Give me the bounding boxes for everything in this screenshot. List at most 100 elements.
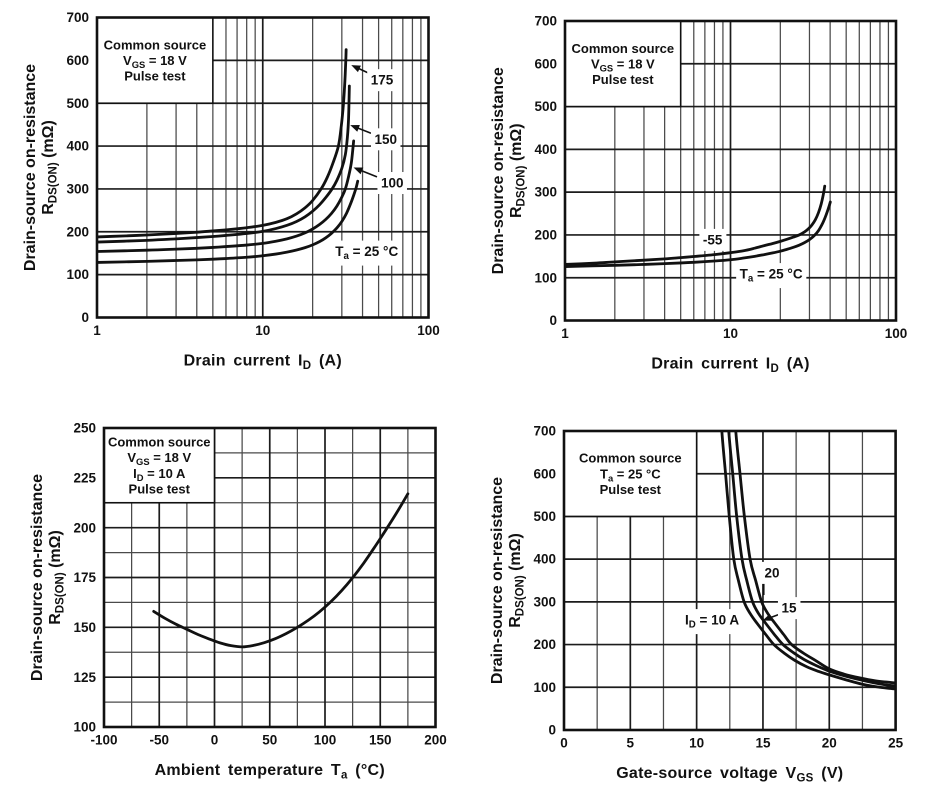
legend-line: Ta = 25 °C xyxy=(600,466,661,483)
legend-line: Common source xyxy=(108,435,211,450)
legend-line: Common source xyxy=(579,451,682,466)
y-axis-title-line2: RDS(ON) (mΩ) xyxy=(508,123,528,218)
x-tick-label: 10 xyxy=(723,326,738,341)
x-tick-label: 100 xyxy=(885,326,908,341)
curve-label: 100 xyxy=(381,176,404,191)
x-tick-label: 10 xyxy=(255,323,270,338)
grid xyxy=(97,17,429,318)
y-tick-label: 0 xyxy=(548,723,556,738)
y-tick-label: 0 xyxy=(81,310,89,325)
curve-label: 20 xyxy=(764,565,779,580)
curve-label: 175 xyxy=(371,73,394,88)
y-tick-label: 0 xyxy=(549,313,557,328)
y-tick-label: 100 xyxy=(533,680,556,695)
legend-line: Pulse test xyxy=(129,482,191,497)
y-tick-label: 600 xyxy=(66,53,89,68)
y-tick-label: 500 xyxy=(534,99,557,114)
y-tick-label: 400 xyxy=(66,139,89,154)
y-axis-title-line1: Drain-source on-resistance xyxy=(490,67,507,274)
y-tick-label: 300 xyxy=(66,182,89,197)
x-tick-label: 100 xyxy=(314,733,337,748)
legend-box xyxy=(563,430,698,518)
plot-frame xyxy=(562,429,897,732)
label-mask xyxy=(331,240,402,266)
x-tick-label: -50 xyxy=(149,733,169,748)
curve-label: Ta = 25 °C xyxy=(335,244,398,262)
series-curves xyxy=(720,431,896,691)
x-tick-label: 100 xyxy=(417,323,440,338)
label-mask xyxy=(377,172,407,195)
y-tick-label: 500 xyxy=(533,509,556,524)
y-axis-title-line2: RDS(ON) (mΩ) xyxy=(507,533,527,628)
x-tick-label: -100 xyxy=(90,733,117,748)
legend-line: ID = 10 A xyxy=(133,466,186,483)
x-tick-label: 50 xyxy=(262,733,277,748)
legend-line: Pulse test xyxy=(592,72,654,87)
x-tick-label: 0 xyxy=(211,733,219,748)
y-axis-title-line1: Drain-source on-resistance xyxy=(489,477,506,684)
x-tick-label: 150 xyxy=(369,733,392,748)
y-tick-label: 700 xyxy=(66,10,89,25)
plot-frame xyxy=(95,16,430,319)
y-tick-label: 500 xyxy=(66,96,89,111)
y-tick-label: 200 xyxy=(533,637,556,652)
curve-ID=10A xyxy=(720,431,896,691)
x-tick-label: 20 xyxy=(822,736,837,751)
y-axis-title-line1: Drain-source on-resistance xyxy=(29,474,46,681)
curve-Ta=175 xyxy=(97,48,348,239)
annotation-arrowhead xyxy=(762,613,773,621)
curve-ID=20A xyxy=(734,431,896,685)
annotation-arrowhead xyxy=(351,65,361,73)
series-curves xyxy=(565,184,832,268)
curve-ID=15A xyxy=(727,431,896,688)
x-tick-label: 15 xyxy=(755,736,771,751)
x-tick-label: 25 xyxy=(888,736,904,751)
y-tick-label: 600 xyxy=(533,466,556,481)
x-tick-label: 5 xyxy=(627,736,635,751)
x-axis-title: Drain current ID (A) xyxy=(184,353,342,373)
y-tick-label: 100 xyxy=(73,720,96,735)
curve-Ta=100 xyxy=(97,139,356,253)
curve-label: -55 xyxy=(703,232,723,247)
x-tick-label: 200 xyxy=(424,733,447,748)
y-tick-label: 150 xyxy=(73,620,96,635)
series-curves xyxy=(97,48,360,264)
x-tick-label: 1 xyxy=(93,323,101,338)
x-axis-title: Gate-source voltage VGS (V) xyxy=(616,765,843,785)
y-tick-label: 200 xyxy=(534,228,557,243)
x-axis-title: Drain current ID (A) xyxy=(651,356,809,376)
legend-line: Pulse test xyxy=(124,69,186,84)
y-axis-title-line2: RDS(ON) (mΩ) xyxy=(47,530,67,625)
y-tick-label: 700 xyxy=(533,424,556,439)
label-mask xyxy=(760,561,783,584)
curve-Rdson(Ta) xyxy=(152,492,410,649)
annotation-arrowhead xyxy=(353,167,364,175)
y-tick-label: 125 xyxy=(73,670,96,685)
curve-label: ID = 10 A xyxy=(685,613,739,631)
y-tick-label: 400 xyxy=(533,552,556,567)
label-mask xyxy=(370,128,401,151)
y-tick-label: 100 xyxy=(66,267,89,282)
label-mask xyxy=(367,69,398,92)
label-mask xyxy=(736,263,807,289)
label-mask xyxy=(699,228,727,251)
curve-Ta=-55 xyxy=(565,184,827,266)
y-tick-label: 300 xyxy=(533,594,556,609)
legend-box xyxy=(564,20,682,108)
legend-line: VGS = 18 V xyxy=(591,56,655,73)
x-tick-label: 10 xyxy=(689,736,704,751)
legend-line: Common source xyxy=(572,41,675,56)
y-axis-title-line2: RDS(ON) (mΩ) xyxy=(40,120,60,215)
curve-label: 15 xyxy=(781,601,797,616)
annotation-arrowhead xyxy=(350,124,360,132)
curve-Ta=25 xyxy=(565,200,832,268)
y-tick-label: 700 xyxy=(534,14,557,29)
legend-line: VGS = 18 V xyxy=(123,53,187,70)
label-mask xyxy=(681,609,743,635)
